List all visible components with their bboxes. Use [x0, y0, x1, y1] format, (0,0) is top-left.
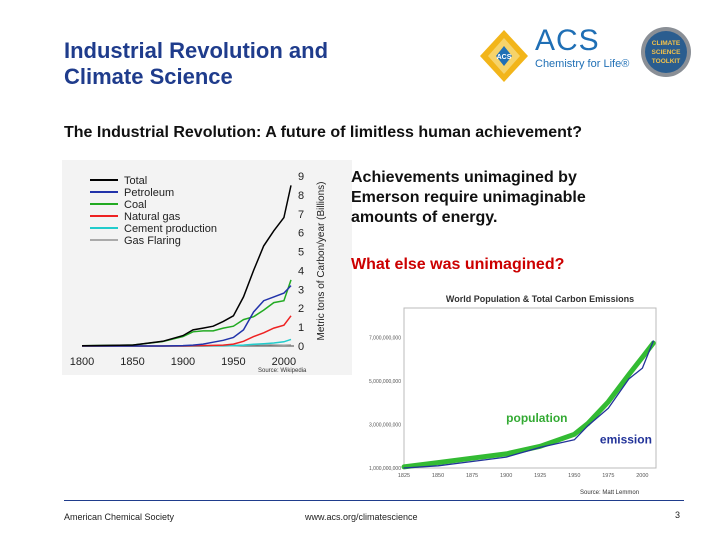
chart1-legend-label: Cement production	[124, 223, 217, 235]
chart2-x-tick-label: 1900	[500, 473, 512, 479]
achievements-line2: Emerson require unimaginable	[351, 189, 586, 206]
chart1-source: Source: Wikipedia	[258, 368, 307, 374]
chart1-y-tick-label: 2	[298, 303, 304, 315]
chart1-y-tick-label: 1	[298, 322, 304, 334]
chart2-y-tick-label: 3,000,000,000	[369, 423, 401, 429]
chart1-legend-label: Total	[124, 175, 147, 187]
acs-emblem-icon: ACS	[480, 30, 528, 82]
toolkit-line3: TOOLKIT	[652, 58, 680, 65]
chart2-background	[356, 286, 670, 492]
chart1-y-tick-label: 6	[298, 228, 304, 240]
footer-divider	[64, 500, 684, 501]
chart1-y-tick-label: 5	[298, 247, 304, 259]
chart1-legend-label: Coal	[124, 199, 147, 211]
chart1-legend-label: Petroleum	[124, 187, 174, 199]
chart2-series-label: emission	[600, 432, 652, 446]
chart1-y-tick-label: 9	[298, 171, 304, 183]
chart2-series-line	[403, 340, 654, 469]
chart2-series-label: population	[506, 411, 567, 425]
slide-title: Industrial Revolution and Climate Scienc…	[64, 38, 424, 90]
acs-emblem-letters: ACS	[497, 54, 512, 61]
footer-url-link[interactable]: www.acs.org/climatescience	[305, 512, 418, 522]
chart1-y-tick-label: 4	[298, 265, 304, 277]
chart1-x-tick-label: 2000	[272, 356, 296, 368]
population-emissions-chart: World Population & Total Carbon Emission…	[356, 286, 670, 492]
footer-organization: American Chemical Society	[64, 512, 175, 522]
chart2-title: World Population & Total Carbon Emission…	[446, 294, 634, 304]
chart1-y-tick-label: 3	[298, 284, 304, 296]
achievements-text: Achievements unimagined by Emerson requi…	[351, 168, 651, 228]
chart1-legend-label: Natural gas	[124, 211, 181, 223]
slide-subtitle: The Industrial Revolution: A future of l…	[64, 124, 582, 141]
chart1-legend-label: Gas Flaring	[124, 235, 181, 247]
chart2-source: Source: Matt Lemmon	[580, 490, 640, 496]
chart2-x-tick-label: 1825	[398, 473, 410, 479]
achievements-line3: amounts of energy.	[351, 209, 498, 226]
toolkit-line1: CLIMATE	[652, 40, 681, 47]
chart2-x-tick-label: 1875	[466, 473, 478, 479]
chart2-x-tick-label: 2000	[636, 473, 648, 479]
page-number: 3	[675, 510, 681, 520]
question-text: What else was unimagined?	[351, 256, 565, 273]
chart2-y-tick-label: 1,000,000,000	[369, 466, 401, 472]
chart2-series-line	[401, 340, 656, 470]
chart1-y-tick-label: 8	[298, 190, 304, 202]
acs-logo-tagline: Chemistry for Life®	[535, 58, 630, 70]
chart1-x-tick-label: 1900	[171, 356, 195, 368]
chart2-x-tick-label: 1975	[602, 473, 614, 479]
toolkit-line2: SCIENCE	[652, 49, 682, 56]
chart2-x-tick-label: 1950	[568, 473, 580, 479]
chart2-plot-frame	[403, 307, 657, 469]
chart1-y-tick-label: 7	[298, 209, 304, 221]
chart1-y-tick-label: 0	[298, 341, 304, 353]
chart1-series-line	[81, 185, 292, 347]
acs-logo-wordmark: ACS	[535, 24, 600, 57]
chart1-x-tick-label: 1850	[120, 356, 144, 368]
chart2-x-tick-label: 1850	[432, 473, 444, 479]
chart1-series-line	[82, 285, 292, 347]
slide-title-line2: Climate Science	[64, 64, 233, 89]
chart2-y-tick-label: 7,000,000,000	[369, 336, 401, 342]
achievements-line1: Achievements unimagined by	[351, 169, 577, 186]
chart1-background	[62, 160, 352, 375]
chart1-x-tick-label: 1800	[70, 356, 94, 368]
climate-toolkit-badge-icon: CLIMATE SCIENCE TOOLKIT	[641, 27, 691, 77]
chart2-y-tick-label: 5,000,000,000	[369, 379, 401, 385]
chart1-x-tick-label: 1950	[221, 356, 245, 368]
chart1-y-axis-label: Metric tons of Carbon/year (Billions)	[316, 182, 327, 341]
chart2-x-tick-label: 1925	[534, 473, 546, 479]
slide-title-line1: Industrial Revolution and	[64, 38, 329, 63]
